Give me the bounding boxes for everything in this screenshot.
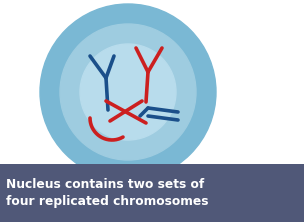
Circle shape <box>40 4 216 180</box>
Circle shape <box>80 44 176 140</box>
Text: four replicated chromosomes: four replicated chromosomes <box>6 196 209 208</box>
Bar <box>0 164 304 222</box>
Circle shape <box>60 24 196 160</box>
Text: Nucleus contains two sets of: Nucleus contains two sets of <box>6 178 204 190</box>
